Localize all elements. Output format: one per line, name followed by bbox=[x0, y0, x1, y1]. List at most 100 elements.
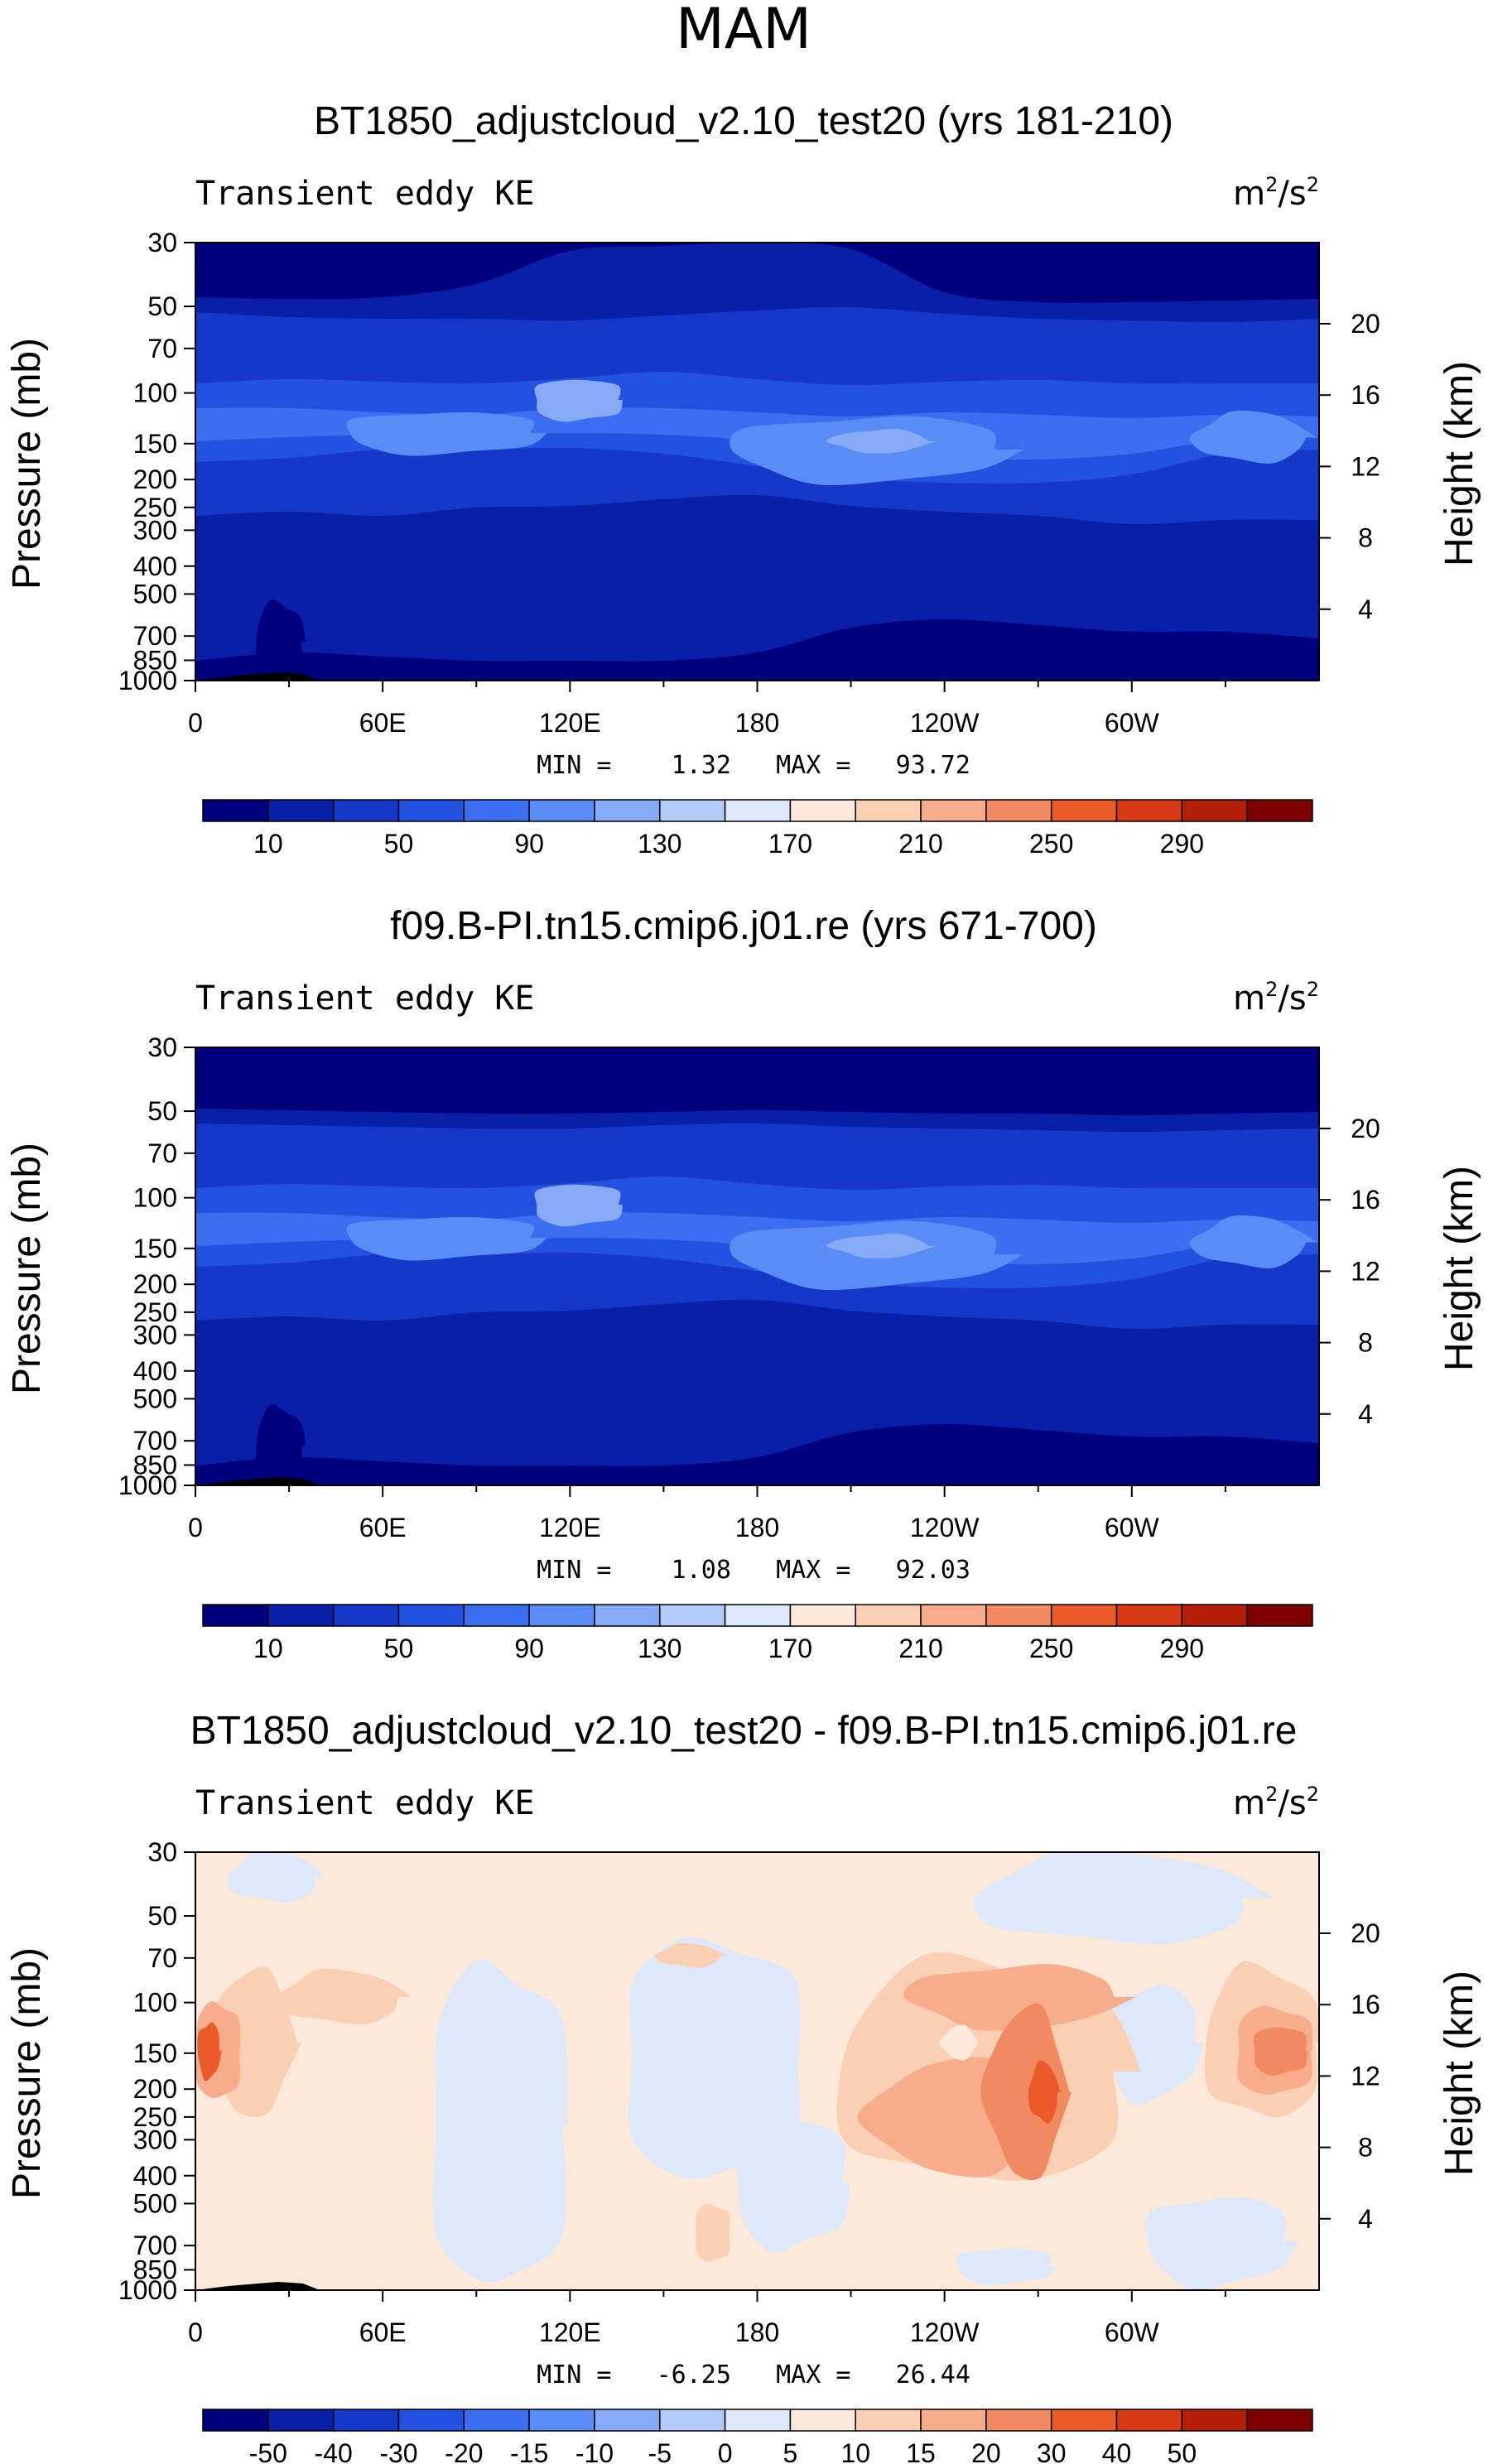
colorbar-swatch bbox=[1050, 2409, 1118, 2432]
panel-title: BT1850_adjustcloud_v2.10_test20 (yrs 181… bbox=[314, 99, 1173, 143]
neg-region bbox=[956, 2248, 1057, 2286]
colorbar-swatch bbox=[1050, 799, 1118, 822]
variable-label: Transient eddy KE bbox=[195, 979, 534, 1018]
height-tick-label: 4 bbox=[1358, 2204, 1373, 2234]
pressure-tick-label: 150 bbox=[133, 2038, 177, 2068]
colorbar-label: 130 bbox=[638, 1634, 681, 1663]
jet-max bbox=[826, 428, 937, 454]
page-title: MAM bbox=[676, 0, 811, 62]
x-tick-label: 120W bbox=[910, 1513, 980, 1542]
neg-region bbox=[228, 1852, 325, 1903]
y-axis-label-right: Height (km) bbox=[1437, 1971, 1481, 2176]
colorbar-swatch bbox=[724, 799, 792, 822]
units-mid: /s bbox=[1278, 1784, 1306, 1822]
colorbar-swatch bbox=[855, 1604, 922, 1627]
colorbar-swatch bbox=[332, 2409, 400, 2432]
contour-plot: 3050701001502002503004005007008501000481… bbox=[118, 1837, 1380, 2347]
height-tick-label: 16 bbox=[1351, 1990, 1380, 2019]
colorbar-swatch bbox=[985, 799, 1052, 822]
pressure-tick-label: 700 bbox=[133, 2231, 177, 2260]
colorbar-swatch bbox=[202, 1604, 269, 1627]
colorbar-label: -10 bbox=[575, 2438, 614, 2464]
surface-max bbox=[255, 1404, 306, 1485]
colorbar-swatch bbox=[397, 1604, 465, 1627]
height-tick-label: 12 bbox=[1351, 451, 1380, 481]
colorbar-swatch bbox=[1181, 2409, 1248, 2432]
contour-plot: 3050701001502002503004005007008501000481… bbox=[118, 228, 1380, 738]
colorbar-label: 290 bbox=[1160, 829, 1204, 859]
units-label: m2/s2 bbox=[1233, 978, 1319, 1018]
units-mid: /s bbox=[1278, 175, 1306, 213]
height-tick-label: 20 bbox=[1351, 309, 1380, 339]
x-tick-label: 60W bbox=[1105, 1513, 1160, 1542]
pressure-tick-label: 30 bbox=[147, 1837, 177, 1867]
colorbar-swatch bbox=[332, 799, 400, 822]
colorbar-label: 290 bbox=[1160, 1634, 1204, 1663]
contour-field bbox=[195, 1047, 1319, 1485]
pressure-tick-label: 50 bbox=[147, 1096, 177, 1126]
colorbar-swatch bbox=[202, 2409, 269, 2432]
height-tick-label: 4 bbox=[1358, 1399, 1373, 1429]
height-tick-label: 4 bbox=[1358, 594, 1373, 624]
colorbar-label: 15 bbox=[906, 2438, 936, 2464]
height-tick-label: 12 bbox=[1351, 2061, 1380, 2091]
topography bbox=[195, 1477, 320, 1485]
surface-band bbox=[195, 1423, 1319, 1485]
panel-3: BT1850_adjustcloud_v2.10_test20 - f09.B-… bbox=[5, 1709, 1481, 2464]
x-tick-label: 60E bbox=[359, 708, 407, 738]
colorbar-label: 250 bbox=[1029, 829, 1073, 859]
colorbar-label: -30 bbox=[379, 2438, 417, 2464]
x-tick-label: 60E bbox=[359, 1513, 407, 1542]
colorbar-swatch bbox=[463, 2409, 530, 2432]
colorbar-swatch bbox=[985, 1604, 1052, 1627]
units-exp2: 2 bbox=[1307, 173, 1319, 196]
pressure-tick-label: 500 bbox=[133, 1384, 177, 1413]
pressure-tick-label: 150 bbox=[133, 1234, 177, 1263]
colorbar-swatch bbox=[855, 799, 922, 822]
pressure-tick-label: 70 bbox=[147, 1943, 177, 1973]
colorbar-label: 170 bbox=[768, 829, 812, 859]
min-max-stats: MIN = 1.32 MAX = 93.72 bbox=[537, 751, 970, 780]
colorbar-label: -5 bbox=[648, 2438, 672, 2464]
colorbar-swatch bbox=[920, 2409, 987, 2432]
colorbar-swatch bbox=[463, 799, 530, 822]
pos-region bbox=[903, 1964, 1136, 2031]
stratosphere-darkest bbox=[195, 243, 1319, 303]
colorbar-swatch bbox=[528, 1604, 595, 1627]
colorbar-swatch bbox=[789, 799, 856, 822]
neg-region bbox=[432, 1959, 568, 2283]
pressure-tick-label: 700 bbox=[133, 1426, 177, 1456]
pressure-tick-label: 70 bbox=[147, 334, 177, 363]
colorbar-swatch bbox=[397, 2409, 465, 2432]
pressure-tick-label: 30 bbox=[147, 1032, 177, 1062]
x-tick-label: 120E bbox=[539, 1513, 601, 1542]
jet-max bbox=[534, 1184, 624, 1227]
units-label: m2/s2 bbox=[1233, 173, 1319, 213]
colorbar-swatch bbox=[1246, 799, 1313, 822]
pressure-tick-label: 200 bbox=[133, 2074, 177, 2104]
colorbar-swatch bbox=[1115, 1604, 1183, 1627]
colorbar-swatch bbox=[267, 799, 335, 822]
colorbar-label: 90 bbox=[514, 1634, 544, 1663]
colorbar-swatch bbox=[1181, 1604, 1248, 1627]
pressure-tick-label: 100 bbox=[133, 1988, 177, 2018]
jet-max bbox=[826, 1233, 937, 1258]
units-base: m bbox=[1233, 175, 1265, 213]
height-tick-label: 20 bbox=[1351, 1918, 1380, 1948]
colorbar-label: 90 bbox=[514, 829, 544, 859]
colorbar-swatch bbox=[594, 799, 661, 822]
min-max-stats: MIN = -6.25 MAX = 26.44 bbox=[537, 2361, 970, 2389]
colorbar-swatch bbox=[789, 1604, 856, 1627]
x-tick-label: 180 bbox=[735, 708, 779, 738]
colorbar-swatch bbox=[267, 2409, 335, 2432]
units-base: m bbox=[1233, 979, 1265, 1018]
colorbar-swatch bbox=[202, 799, 269, 822]
height-tick-label: 12 bbox=[1351, 1256, 1380, 1286]
units-exp2: 2 bbox=[1307, 1783, 1319, 1806]
pos-region bbox=[695, 2203, 730, 2262]
x-tick-label: 120W bbox=[910, 708, 980, 738]
pos-region bbox=[939, 2024, 980, 2061]
topography bbox=[195, 2282, 320, 2290]
variable-label: Transient eddy KE bbox=[195, 175, 534, 213]
